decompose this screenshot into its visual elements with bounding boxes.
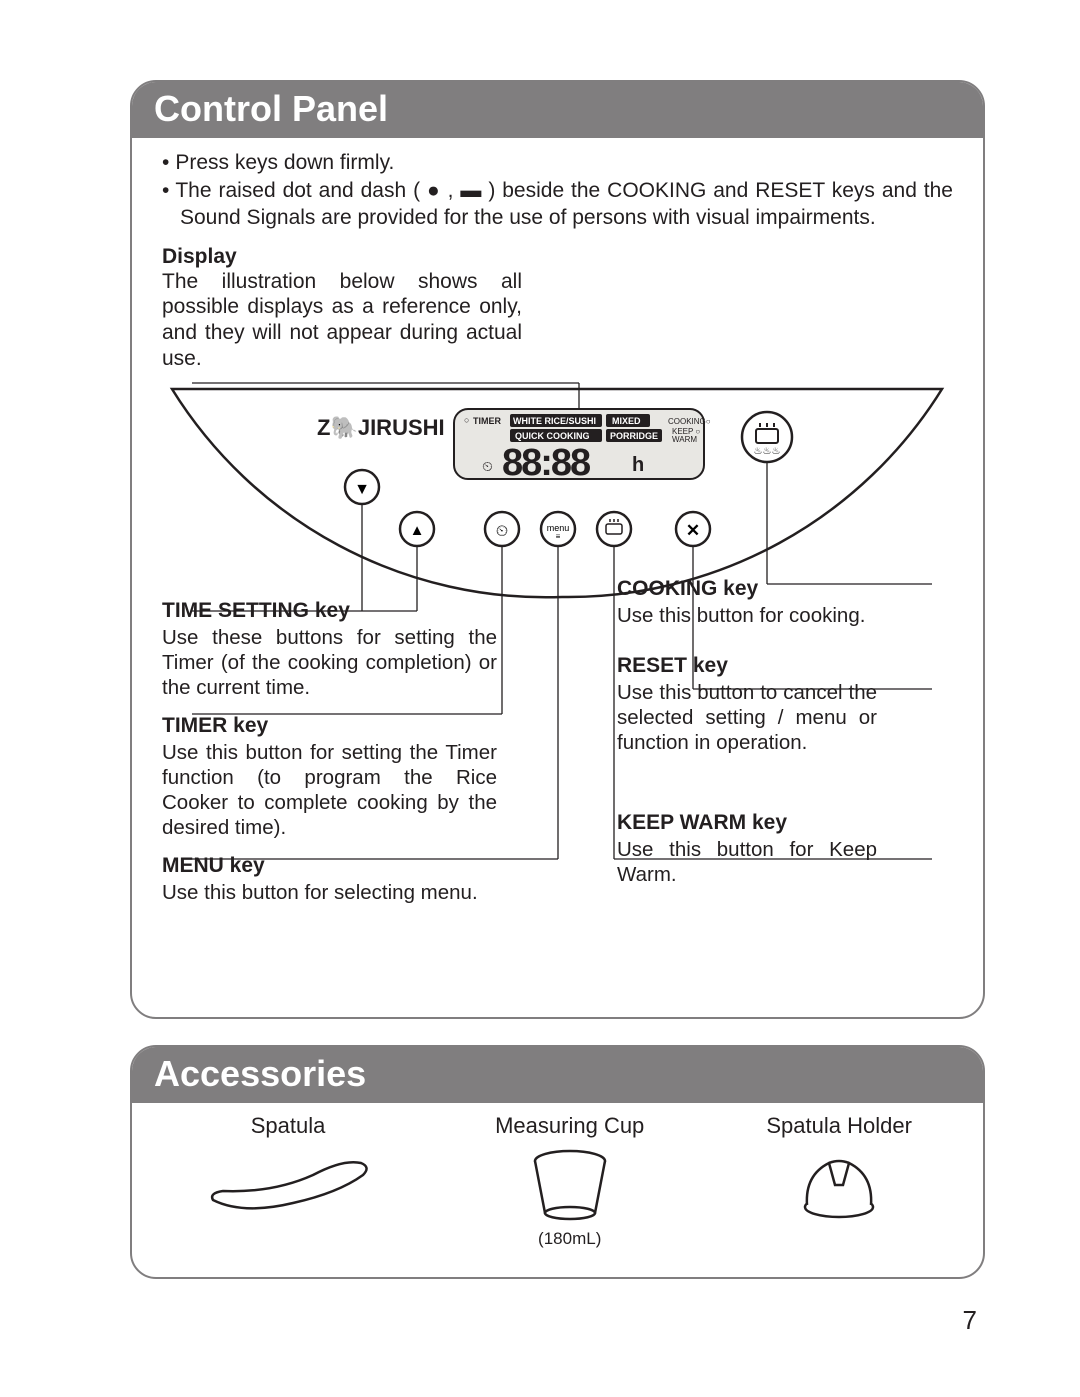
cooking-button: ♨♨♨ (742, 412, 792, 462)
brand-text: Z🐘JIRUSHI (317, 415, 445, 440)
control-panel-title: Control Panel (132, 82, 983, 138)
accessory-spatula: Spatula (203, 1113, 373, 1225)
svg-text:○: ○ (464, 415, 469, 425)
svg-text:PORRIDGE: PORRIDGE (610, 431, 658, 441)
svg-text:≡: ≡ (556, 532, 561, 541)
down-button: ▼ (345, 470, 379, 504)
bullet-2: The raised dot and dash ( ● , ▬ ) beside… (162, 178, 953, 231)
keepwarm-button (597, 512, 631, 546)
accessory-holder: Spatula Holder (766, 1113, 912, 1225)
reset-button: ✕ (676, 512, 710, 546)
cup-icon (520, 1145, 620, 1225)
svg-text:⏲: ⏲ (482, 458, 493, 474)
svg-text:▲: ▲ (410, 522, 425, 539)
control-panel-section: Control Panel Press keys down firmly. Th… (130, 80, 985, 1019)
intro-bullets: Press keys down firmly. The raised dot a… (162, 150, 953, 231)
bullet-1: Press keys down firmly. (162, 150, 953, 176)
holder-icon (789, 1145, 889, 1225)
callout-menu: MENU key Use this button for selecting m… (162, 854, 497, 905)
page-number: 7 (130, 1305, 985, 1336)
svg-text:h: h (632, 454, 644, 476)
svg-text:MIXED: MIXED (612, 416, 641, 426)
control-panel-diagram: Z🐘JIRUSHI ○ TIMER WHITE RICE/SUSHI MIXED… (162, 379, 953, 999)
svg-text:▼: ▼ (354, 481, 370, 498)
display-text: The illustration below shows all possibl… (162, 269, 522, 371)
accessories-section: Accessories Spatula Measuring Cup (180mL… (130, 1045, 985, 1279)
svg-text:COOKING○: COOKING○ (668, 417, 711, 426)
accessories-title: Accessories (132, 1047, 983, 1103)
timer-button: ⏲ (485, 512, 519, 546)
svg-text:QUICK COOKING: QUICK COOKING (515, 431, 590, 441)
menu-button: menu≡ (541, 512, 575, 546)
svg-text:WHITE RICE/SUSHI: WHITE RICE/SUSHI (513, 416, 596, 426)
svg-text:♨♨♨: ♨♨♨ (754, 446, 781, 457)
lcd-time: 88:88 (502, 442, 590, 484)
callout-cooking: COOKING key Use this button for cooking. (617, 577, 952, 628)
callout-keepwarm: KEEP WARM key Use this button for Keep W… (617, 811, 952, 887)
lcd-timer-label: TIMER (473, 416, 501, 426)
svg-text:✕: ✕ (686, 521, 700, 540)
svg-text:WARM: WARM (672, 435, 697, 444)
display-heading: Display (162, 245, 953, 269)
callout-time-setting: TIME SETTING key Use these buttons for s… (162, 599, 497, 700)
callout-reset: RESET key Use this button to cancel the … (617, 654, 952, 755)
spatula-icon (203, 1145, 373, 1225)
accessory-cup: Measuring Cup (180mL) (495, 1113, 644, 1255)
up-button: ▲ (400, 512, 434, 546)
callout-timer: TIMER key Use this button for setting th… (162, 714, 497, 840)
svg-text:⏲: ⏲ (496, 523, 508, 540)
